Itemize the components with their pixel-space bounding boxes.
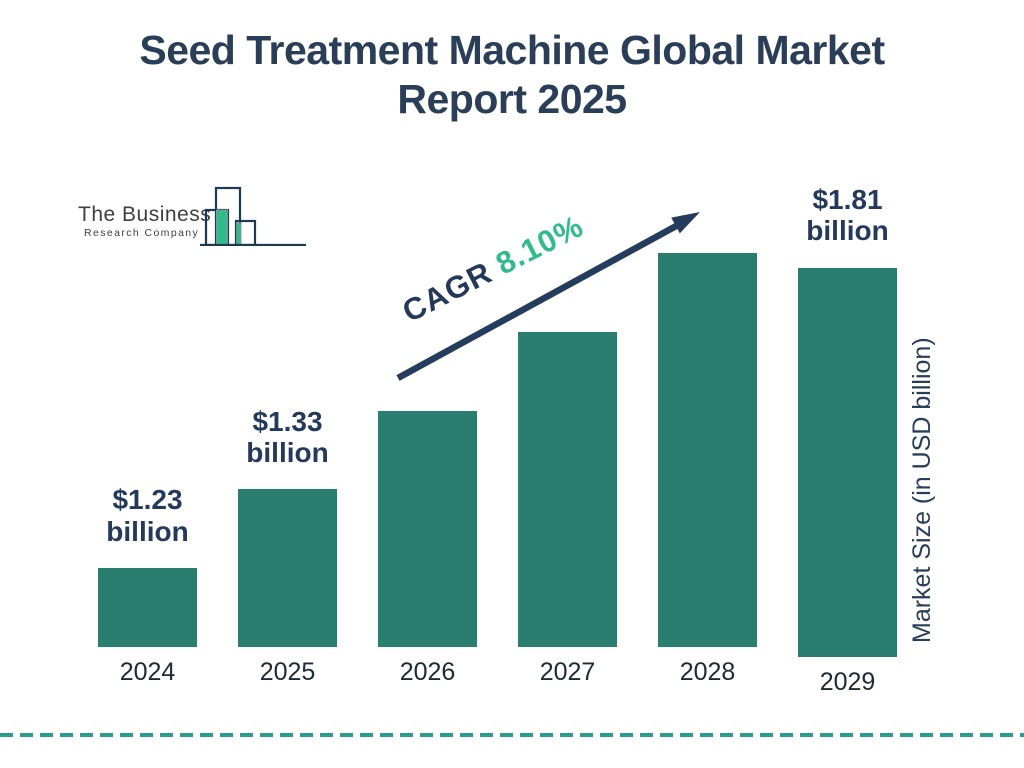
bar-stack-2028 <box>658 184 757 647</box>
bar-2029 <box>798 267 897 657</box>
value-label-line: billion <box>246 436 329 468</box>
company-logo: The Business Research Company <box>75 176 310 246</box>
bar-2025 <box>238 489 337 647</box>
x-axis-tick-2027: 2027 <box>539 658 596 686</box>
bar-column-2029: $1.81 billion 2029 <box>798 184 897 696</box>
bar-stack-2027 <box>518 184 617 647</box>
bar-stack-2025: $1.33 billion <box>238 184 337 647</box>
bar-column-2024: $1.23 billion 2024 <box>98 184 197 687</box>
value-label-line: $1.33 <box>252 405 323 437</box>
value-label-2024: $1.23 billion <box>106 484 188 547</box>
bar-column-2028: 2028 <box>658 184 757 687</box>
value-label-line: $1.81 <box>812 184 883 215</box>
y-axis-label: Market Size (in USD billion) <box>908 337 936 643</box>
bar-column-2027: 2027 <box>518 184 617 687</box>
bar-column-2026: 2026 <box>378 184 477 687</box>
page-title: Seed Treatment Machine Global Market Rep… <box>0 26 1024 124</box>
bar-stack-2024: $1.23 billion <box>98 184 197 647</box>
growth-arrow-icon <box>396 212 700 381</box>
bar-2028 <box>658 252 757 647</box>
company-name: The Business <box>78 203 212 226</box>
bottom-dashed-divider <box>0 733 1024 737</box>
value-label-line: billion <box>106 515 189 547</box>
bar-column-2025: $1.33 billion 2025 <box>238 184 337 687</box>
x-axis-tick-2028: 2028 <box>679 658 736 686</box>
bar-stack-2026 <box>378 184 477 647</box>
value-label-2025: $1.33 billion <box>246 406 328 469</box>
page-title-line2: Report 2025 <box>397 76 627 123</box>
x-axis-tick-2029: 2029 <box>819 668 876 696</box>
page-title-line1: Seed Treatment Machine Global Market <box>139 27 885 73</box>
bar-2027 <box>518 331 617 647</box>
bar-chart: $1.23 billion 2024 $1.33 billion 2025 2026 2027… <box>98 184 897 696</box>
x-axis-tick-2024: 2024 <box>119 658 176 686</box>
bar-chart-logo-icon <box>200 186 306 246</box>
value-label-2029: $1.81 billion <box>806 184 888 247</box>
x-axis-tick-2026: 2026 <box>399 658 456 686</box>
x-axis-tick-2025: 2025 <box>259 658 316 686</box>
bar-2026 <box>378 410 477 647</box>
value-label-line: $1.23 <box>112 484 183 516</box>
bar-stack-2029: $1.81 billion <box>798 184 897 657</box>
company-subname: Research Company <box>84 227 200 239</box>
bar-2024 <box>98 568 197 647</box>
value-label-line: billion <box>806 215 889 247</box>
